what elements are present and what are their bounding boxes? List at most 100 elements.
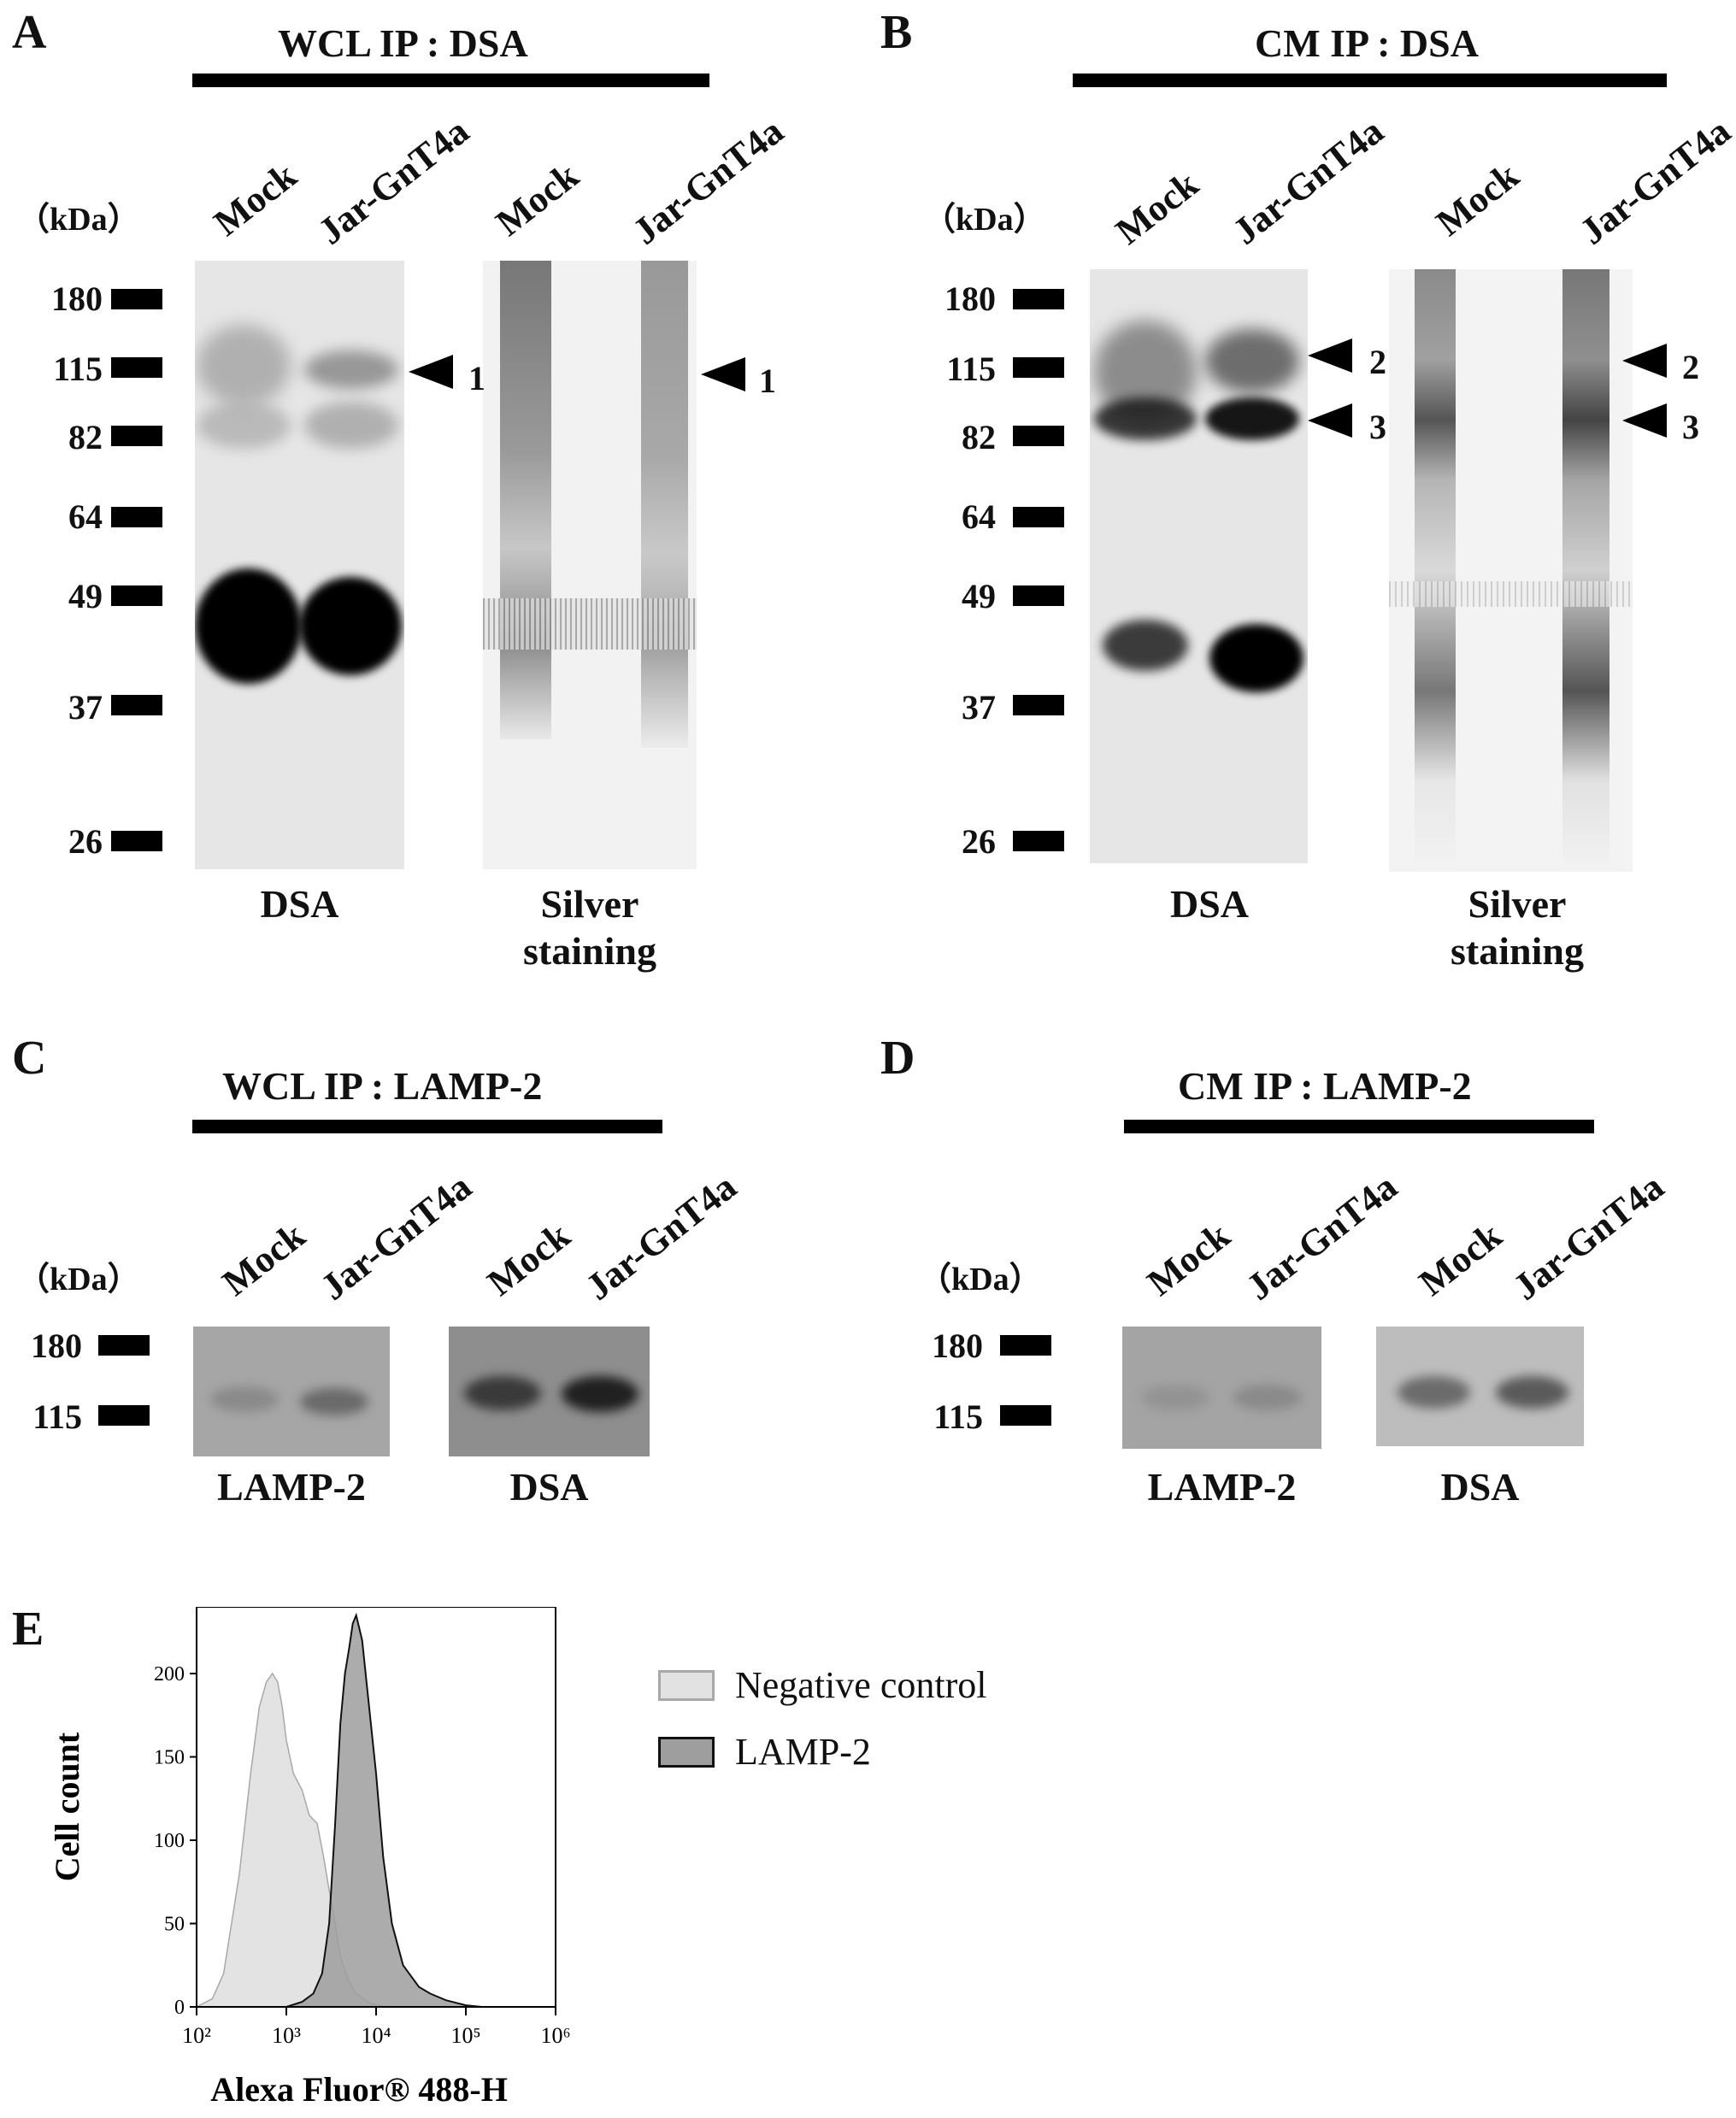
blot-band <box>304 402 398 449</box>
panel-C-dsa-blot <box>449 1327 650 1456</box>
panel-D-kda-label: （kDa） <box>919 1262 1042 1297</box>
blot-band <box>1233 1385 1302 1410</box>
panel-B-arrow-3b-label: 3 <box>1682 408 1699 446</box>
blot-band <box>304 350 398 389</box>
panel-B-lane-jar-1: Jar-GnT4a <box>1225 109 1392 253</box>
panel-C-letter: C <box>12 1032 47 1085</box>
panel-A-mw-82: 82 <box>68 418 103 456</box>
panel-D-dsa-blot <box>1376 1327 1584 1446</box>
panel-C-title: WCL IP : LAMP-2 <box>222 1064 543 1108</box>
panel-C-lane-jar-2: Jar-GnT4a <box>578 1165 744 1309</box>
panel-B-mw-180: 180 <box>945 279 996 318</box>
panel-A-mw-26: 26 <box>68 822 103 861</box>
panel-B-kda-label: （kDa） <box>923 202 1046 238</box>
panel-C-lane-jar-1: Jar-GnT4a <box>313 1165 480 1309</box>
panel-B-mw-26: 26 <box>962 822 996 861</box>
panel-A-mw-180-marker <box>111 289 162 309</box>
y-tick-label: 0 <box>174 1997 185 2019</box>
panel-C-lamp2-blot <box>193 1327 390 1456</box>
panel-B-mw-82-marker <box>1013 426 1064 446</box>
legend-item-lamp2: LAMP-2 <box>658 1733 986 1771</box>
panel-A-mw-115-marker <box>111 357 162 378</box>
y-axis-title: Cell count <box>48 1732 86 1881</box>
panel-A-lane-mock-2: Mock <box>488 154 586 244</box>
blot-band <box>1496 1376 1568 1409</box>
y-tick-label: 100 <box>154 1830 185 1852</box>
panel-A-arrow-1-label: 1 <box>468 359 485 397</box>
blot-band <box>1141 1385 1209 1410</box>
panel-D-mw-180-marker <box>1000 1335 1051 1356</box>
y-tick-label: 50 <box>164 1914 185 1936</box>
panel-A-dsa-blot <box>195 261 404 869</box>
panel-B-mw-37-marker <box>1013 695 1064 715</box>
panel-A-silver-blot <box>483 261 697 869</box>
panel-A-lane-jar-2: Jar-GnT4a <box>625 109 791 253</box>
panel-A-dsa-label: DSA <box>260 882 339 926</box>
panel-A-mw-37-marker <box>111 695 162 715</box>
panel-C-mw-180: 180 <box>31 1327 82 1365</box>
panel-D-mw-180: 180 <box>932 1327 983 1365</box>
panel-D-lamp2-blot <box>1122 1327 1321 1449</box>
blot-band <box>1398 1376 1470 1409</box>
panel-C-mw-115: 115 <box>32 1397 82 1436</box>
y-tick-label: 150 <box>154 1747 185 1769</box>
panel-A-title: WCL IP : DSA <box>278 21 528 65</box>
panel-A-kda-label: （kDa） <box>17 202 140 238</box>
panel-B-lane-mock-1: Mock <box>1108 162 1206 253</box>
panel-C-lamp2-label: LAMP-2 <box>217 1465 366 1509</box>
panel-B-arrow-2-label: 2 <box>1369 343 1386 381</box>
blot-band <box>1205 329 1299 393</box>
blot-band <box>464 1376 541 1410</box>
blot-lane <box>500 261 551 739</box>
blot-smear <box>1389 581 1633 607</box>
panel-A-mw-64-marker <box>111 507 162 527</box>
panel-B-arrow-2b <box>1622 344 1667 378</box>
panel-B-mw-49-marker <box>1013 585 1064 606</box>
panel-A-mw-49: 49 <box>68 577 103 615</box>
x-tick-label: 10³ <box>272 2023 301 2048</box>
panel-A-mw-180: 180 <box>51 279 103 318</box>
panel-A-title-bar <box>192 74 709 87</box>
panel-A-arrow-2-label: 1 <box>759 362 776 400</box>
panel-B-letter: B <box>880 6 913 59</box>
panel-A-arrow-1 <box>409 355 453 389</box>
blot-band <box>299 577 402 675</box>
panel-C-mw-180-marker <box>98 1335 150 1356</box>
blot-lane <box>641 261 688 748</box>
blot-lane <box>1562 269 1609 872</box>
panel-A-silver-label: Silver staining <box>523 882 656 974</box>
panel-D-lane-jar-2: Jar-GnT4a <box>1505 1165 1672 1309</box>
legend-item-negative: Negative control <box>658 1667 986 1704</box>
panel-D-lane-mock-1: Mock <box>1139 1214 1238 1304</box>
panel-B-mw-180-marker <box>1013 289 1064 309</box>
panel-B-arrow-3-label: 3 <box>1369 408 1386 446</box>
panel-E-letter: E <box>12 1603 44 1656</box>
x-axis-title: Alexa Fluor® 488-H <box>210 2070 508 2109</box>
panel-A-mw-82-marker <box>111 426 162 446</box>
blot-smear <box>483 598 697 650</box>
blot-band <box>197 325 291 406</box>
histogram-series-lamp2 <box>285 1612 482 2008</box>
panel-A-lane-jar-1: Jar-GnT4a <box>310 109 477 253</box>
panel-C-mw-115-marker <box>98 1405 150 1426</box>
panel-B-title: CM IP : DSA <box>1255 21 1479 65</box>
panel-B-mw-49: 49 <box>962 577 996 615</box>
panel-A-mw-64: 64 <box>68 497 103 536</box>
legend-swatch-negative <box>658 1670 715 1701</box>
panel-B-lane-jar-2: Jar-GnT4a <box>1572 109 1736 253</box>
x-tick-label: 10⁶ <box>540 2023 570 2048</box>
panel-B-mw-115: 115 <box>946 350 996 388</box>
panel-B-arrow-3b <box>1622 403 1667 438</box>
panel-C-lane-mock-1: Mock <box>215 1214 313 1304</box>
panel-B-lane-mock-2: Mock <box>1428 154 1527 244</box>
panel-B-dsa-blot <box>1090 269 1308 863</box>
blot-lane <box>1415 269 1456 872</box>
blot-band <box>1103 620 1188 671</box>
panel-A-letter: A <box>12 6 47 59</box>
panel-D-letter: D <box>880 1032 915 1085</box>
panel-B-mw-64: 64 <box>962 497 996 536</box>
x-axis: 10² 10³ 10⁴ 10⁵ 10⁶ <box>182 2007 571 2048</box>
panel-B-mw-64-marker <box>1013 507 1064 527</box>
